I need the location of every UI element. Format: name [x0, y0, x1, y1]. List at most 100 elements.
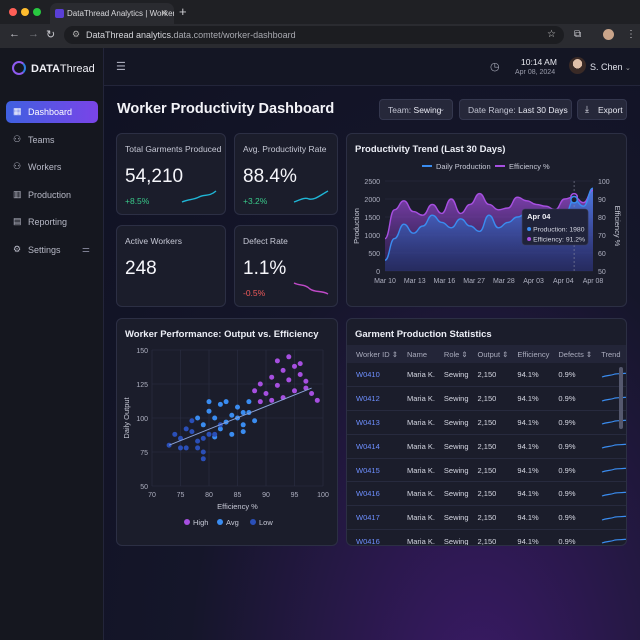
cell-id[interactable]: W0415 — [347, 458, 398, 483]
scatter-point-avg[interactable] — [240, 410, 246, 416]
minimize-window-button[interactable] — [21, 8, 29, 16]
scatter-point-avg[interactable] — [229, 412, 235, 418]
bookmark-star-icon[interactable]: ☆ — [547, 29, 556, 40]
scatter-point-avg[interactable] — [246, 399, 252, 405]
scatter-point-avg[interactable] — [212, 415, 218, 421]
address-bar[interactable]: ⚙ DataThread analytics.data.comtet/worke… — [64, 26, 564, 44]
cell-id[interactable]: W0412 — [347, 386, 398, 412]
scatter-point-high[interactable] — [292, 363, 297, 369]
extensions-icon[interactable]: ⧉ — [574, 29, 582, 40]
column-header[interactable]: Output ⇕ — [468, 345, 509, 363]
cell-id[interactable]: W0416 — [347, 529, 398, 545]
scatter-point-high[interactable] — [252, 388, 258, 394]
scatter-point-low[interactable] — [200, 435, 206, 441]
table-row[interactable]: W0410 Maria K. Sewing 2,150 94.1% 0.9% — [347, 363, 626, 388]
sidebar-item-dashboard[interactable]: ▦ Dashboard — [6, 101, 98, 123]
table-row[interactable]: W0412 Maria K. Sewing 2,150 94.1% 0.9% — [347, 386, 626, 412]
user-menu[interactable]: S. Chen ⌄ — [590, 62, 631, 72]
scatter-point-low[interactable] — [189, 418, 195, 424]
scatter-point-avg[interactable] — [240, 429, 246, 435]
reload-icon[interactable]: ↻ — [46, 29, 56, 41]
scatter-point-high[interactable] — [280, 367, 286, 373]
scatter-point-low[interactable] — [183, 445, 189, 451]
sidebar-item-workers[interactable]: ⚇ Workers — [6, 156, 98, 178]
back-icon[interactable]: ← — [9, 28, 20, 40]
column-header[interactable]: Role ⇕ — [434, 345, 469, 363]
scatter-point-low[interactable] — [200, 456, 206, 462]
scatter-point-low[interactable] — [206, 431, 212, 437]
close-window-button[interactable] — [9, 8, 17, 16]
scatter-point-low[interactable] — [195, 438, 201, 444]
sidebar-item-production[interactable]: ▥ Production — [6, 184, 98, 206]
table-row[interactable]: W0417 Maria K. Sewing 2,150 94.1% 0.9% — [347, 505, 626, 531]
column-header[interactable]: Trend — [592, 345, 626, 363]
scatter-point-high[interactable] — [286, 354, 292, 360]
scatter-point-avg[interactable] — [217, 401, 223, 407]
scatter-point-avg[interactable] — [200, 422, 206, 428]
forward-icon[interactable]: → — [28, 28, 39, 40]
cell-id[interactable]: W0416 — [347, 481, 398, 507]
scatter-point-high[interactable] — [269, 397, 275, 403]
scatter-point-avg[interactable] — [223, 399, 229, 405]
column-header[interactable]: Worker ID ⇕ — [347, 345, 398, 363]
table-row[interactable]: W0414 Maria K. Sewing 2,150 94.1% 0.9% — [347, 434, 626, 459]
table-scrollbar[interactable] — [619, 367, 623, 429]
scatter-point-high[interactable] — [286, 377, 292, 383]
scatter-point-high[interactable] — [303, 378, 309, 384]
scatter-point-avg[interactable] — [235, 404, 240, 410]
scatter-point-low[interactable] — [200, 449, 206, 455]
avatar[interactable] — [569, 57, 586, 74]
column-header[interactable]: Defects ⇕ — [549, 345, 593, 363]
browser-menu-icon[interactable]: ⋮ — [626, 29, 636, 40]
scatter-point-avg[interactable] — [206, 408, 212, 414]
scatter-point-avg[interactable] — [252, 418, 258, 424]
site-settings-icon[interactable]: ⚙ — [72, 29, 81, 39]
menu-icon[interactable]: ☰ — [116, 61, 126, 73]
cell-id[interactable]: W0413 — [347, 410, 398, 435]
cell-id[interactable]: W0417 — [347, 505, 398, 531]
cell-id[interactable]: W0410 — [347, 363, 398, 388]
scatter-point-high[interactable] — [292, 388, 297, 394]
browser-tab[interactable]: DataThread Analytics | Worker ... ✕ — [50, 3, 174, 24]
table-row[interactable]: W0415 Maria K. Sewing 2,150 94.1% 0.9% — [347, 458, 626, 483]
scatter-point-avg[interactable] — [206, 399, 212, 405]
scatter-point-low[interactable] — [172, 431, 178, 437]
cell-id[interactable]: W0414 — [347, 434, 398, 459]
scatter-point-low[interactable] — [212, 431, 218, 437]
scatter-point-low[interactable] — [195, 445, 201, 451]
table-row[interactable]: W0416 Maria K. Sewing 2,150 94.1% 0.9% — [347, 529, 626, 545]
production-hover-point[interactable] — [570, 195, 579, 204]
sidebar-item-reporting[interactable]: ▤ Reporting — [6, 211, 98, 233]
table-row[interactable]: W0416 Maria K. Sewing 2,150 94.1% 0.9% — [347, 481, 626, 507]
maximize-window-button[interactable] — [33, 8, 41, 16]
scatter-point-low[interactable] — [183, 426, 189, 432]
tab-close-icon[interactable]: ✕ — [160, 8, 168, 18]
new-tab-button[interactable]: + — [179, 4, 187, 19]
sliders-icon[interactable]: ⚌ — [81, 244, 90, 254]
scatter-point-high[interactable] — [314, 397, 320, 403]
sidebar-item-teams[interactable]: ⚇ Teams — [6, 129, 98, 151]
productivity-trend-chart[interactable]: 0 500 1000 1500 2000 2500 50 60 70 80 90 100 Mar 10 M… — [347, 158, 626, 308]
scatter-point-high[interactable] — [297, 361, 303, 367]
column-header[interactable]: Name — [397, 345, 435, 363]
scatter-point-high[interactable] — [274, 382, 280, 388]
scatter-point-high[interactable] — [309, 391, 315, 397]
scatter-point-high[interactable] — [257, 399, 263, 405]
scatter-point-avg[interactable] — [229, 431, 235, 437]
scatter-point-low[interactable] — [178, 445, 183, 451]
table-row[interactable]: W0413 Maria K. Sewing 2,150 94.1% 0.9% — [347, 410, 626, 435]
profile-avatar-icon[interactable] — [603, 29, 614, 40]
scatter-point-low[interactable] — [189, 429, 195, 435]
column-header[interactable]: Efficiency — [508, 345, 550, 363]
scatter-point-avg[interactable] — [195, 415, 201, 421]
scatter-point-high[interactable] — [257, 381, 263, 387]
export-button[interactable]: ⤓ Export — [577, 99, 627, 120]
scatter-point-high[interactable] — [263, 391, 269, 397]
scatter-point-high[interactable] — [274, 358, 280, 364]
team-filter-dropdown[interactable]: Team: Sewing ⌄ — [379, 99, 453, 120]
worker-performance-scatter[interactable]: 50 75 100 125 150 70 75 80 85 90 95 100 Efficiency %… — [117, 343, 337, 547]
scatter-point-high[interactable] — [297, 371, 303, 377]
scatter-point-avg[interactable] — [217, 426, 223, 432]
date-range-dropdown[interactable]: Date Range: Last 30 Days ⌄ — [459, 99, 572, 120]
scatter-point-avg[interactable] — [240, 422, 246, 428]
